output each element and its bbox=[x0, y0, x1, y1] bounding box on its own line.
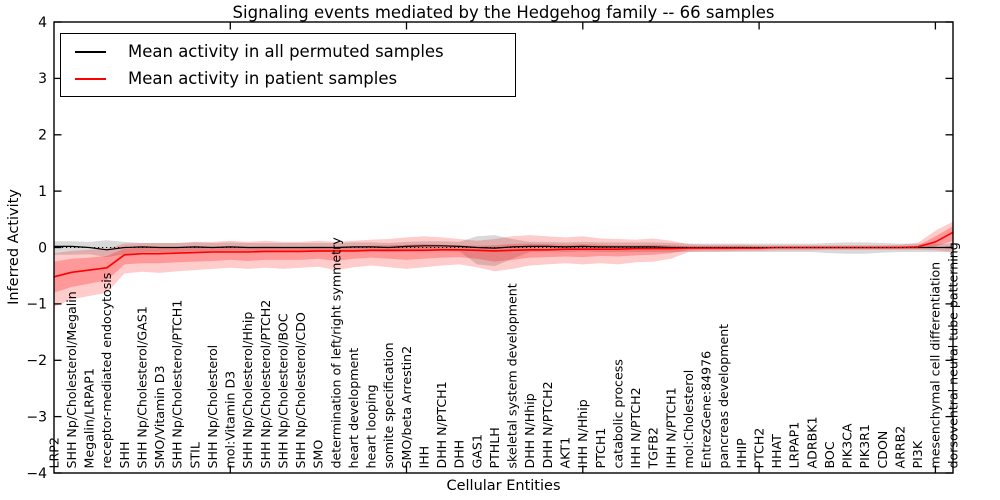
legend-item-permuted: Mean activity in all permuted samples bbox=[75, 42, 515, 61]
x-category-label: skeletal system development bbox=[505, 283, 520, 468]
x-category-label: EntrezGene:84976 bbox=[699, 351, 714, 469]
y-tick-label: 2 bbox=[38, 128, 47, 144]
x-category-label: IHH N/PTCH2 bbox=[628, 387, 643, 468]
x-category-label: dorsoventral neural tube patterning bbox=[945, 242, 960, 468]
x-category-label: CDON bbox=[875, 431, 890, 469]
x-category-label: heart development bbox=[346, 348, 361, 469]
y-tick-label: 1 bbox=[38, 184, 47, 200]
x-category-label: IHH bbox=[417, 446, 432, 469]
x-category-label: PI3K bbox=[910, 440, 925, 468]
x-category-label: TGFB2 bbox=[646, 427, 661, 469]
patient-line-sample-icon bbox=[75, 77, 106, 80]
x-category-label: catabolic process bbox=[610, 359, 625, 468]
y-tick-label: −1 bbox=[26, 297, 47, 313]
x-category-label: SHH Np/Cholesterol/Megalin bbox=[64, 291, 79, 468]
y-axis-label: Inferred Activity bbox=[6, 189, 22, 305]
x-category-label: AKT1 bbox=[558, 437, 573, 469]
x-category-label: SMO bbox=[311, 440, 326, 469]
x-category-label: SMO/beta Arrestin2 bbox=[399, 346, 414, 469]
x-category-label: GAS1 bbox=[469, 434, 484, 468]
y-tick-label: −4 bbox=[26, 466, 47, 482]
x-category-label: SHH Np/Cholesterol/GAS1 bbox=[134, 306, 149, 468]
x-category-label: receptor-mediated endocytosis bbox=[99, 273, 114, 469]
patient-mean-line bbox=[53, 231, 954, 278]
x-category-label: mol:Cholesterol bbox=[681, 370, 696, 469]
x-category-label: IHH N/PTCH1 bbox=[663, 387, 678, 468]
x-category-label: mol:Vitamin D3 bbox=[223, 371, 238, 469]
y-tick-label: 0 bbox=[38, 240, 47, 256]
legend-label-patient: Mean activity in patient samples bbox=[128, 69, 398, 88]
x-category-label: SHH bbox=[117, 442, 132, 469]
y-tick-label: −2 bbox=[26, 353, 47, 369]
y-tick-label: 4 bbox=[38, 15, 47, 31]
x-category-label: SHH Np/Cholesterol bbox=[205, 345, 220, 469]
x-category-label: SHH Np/Cholesterol/Hhip bbox=[240, 312, 255, 469]
x-category-label: ADRBK1 bbox=[804, 417, 819, 469]
x-axis-label: Cellular Entities bbox=[446, 478, 561, 494]
x-category-label: SHH Np/Cholesterol/CDO bbox=[293, 312, 308, 468]
patient-band-1 bbox=[54, 226, 953, 293]
x-category-label: PTCH1 bbox=[593, 428, 608, 469]
x-category-label: DHH N/PTCH1 bbox=[434, 381, 449, 468]
x-category-label: SHH Np/Cholesterol/PTCH1 bbox=[170, 300, 185, 469]
x-category-label: pancreas development bbox=[716, 324, 731, 469]
x-category-label: DHH N/PTCH2 bbox=[540, 381, 555, 468]
y-tick-label: 3 bbox=[38, 71, 47, 87]
patient-band-0 bbox=[54, 221, 953, 307]
legend: Mean activity in all permuted samples Me… bbox=[60, 33, 516, 97]
x-category-label: PIK3R1 bbox=[857, 424, 872, 468]
x-category-label: mesenchymal cell differentiation bbox=[928, 262, 943, 469]
x-category-label: HHAT bbox=[769, 434, 784, 469]
x-category-label: LRPAP1 bbox=[787, 422, 802, 469]
x-category-label: DHH N/Hhip bbox=[522, 393, 537, 468]
x-category-label: PIK3CA bbox=[840, 423, 855, 468]
chart-title: Signaling events mediated by the Hedgeho… bbox=[232, 3, 775, 22]
x-category-label: SHH Np/Cholesterol/PTCH2 bbox=[258, 300, 273, 469]
x-category-label: STIL bbox=[187, 442, 202, 468]
x-category-label: BOC bbox=[822, 441, 837, 468]
x-category-label: PTHLH bbox=[487, 427, 502, 468]
legend-label-permuted: Mean activity in all permuted samples bbox=[128, 42, 444, 61]
x-category-label: heart looping bbox=[364, 385, 379, 469]
y-tick-label: −3 bbox=[26, 409, 47, 425]
x-category-label: HHIP bbox=[734, 438, 749, 469]
permuted-line-sample-icon bbox=[75, 50, 106, 53]
legend-item-patient: Mean activity in patient samples bbox=[75, 69, 515, 88]
x-category-label: IHH N/Hhip bbox=[575, 399, 590, 468]
x-category-label: SMO/Vitamin D3 bbox=[152, 366, 167, 469]
x-category-label: determination of left/right symmetry bbox=[328, 237, 343, 469]
x-category-label: LRP2 bbox=[46, 437, 61, 468]
x-category-label: Megalin/LRPAP1 bbox=[82, 368, 97, 468]
x-category-label: SHH Np/Cholesterol/BOC bbox=[276, 313, 291, 468]
x-category-label: DHH bbox=[452, 440, 467, 469]
x-category-label: PTCH2 bbox=[751, 428, 766, 469]
x-category-label: ARRB2 bbox=[892, 426, 907, 469]
x-category-label: somite specification bbox=[381, 342, 396, 468]
